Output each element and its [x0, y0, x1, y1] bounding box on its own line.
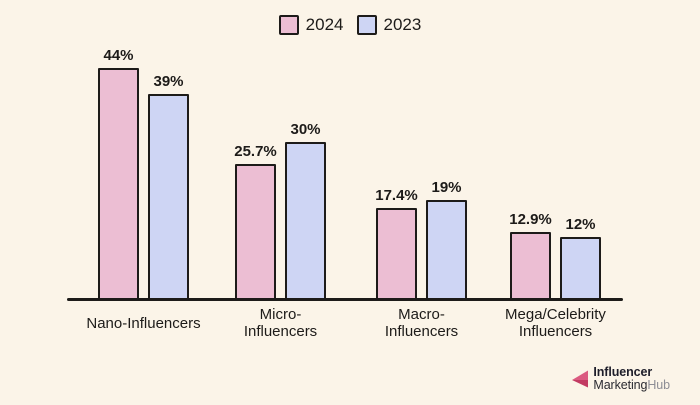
- legend-swatch-2024: [278, 15, 299, 35]
- value-label-2024-macro-influencers: 17.4%: [375, 187, 418, 204]
- value-label-2024-mega-celebrity-influencers: 12.9%: [509, 211, 552, 228]
- bar-2023-micro-influencers: [285, 142, 326, 300]
- brand-logo-text: Influencer MarketingHub: [593, 366, 670, 392]
- legend-label-2023: 2023: [383, 15, 422, 34]
- brand-logo-icon: [572, 370, 589, 387]
- legend: 2024 2023: [0, 15, 700, 35]
- value-label-2023-nano-influencers: 39%: [153, 73, 184, 90]
- category-label-micro-influencers: Micro- Influencers: [243, 306, 318, 340]
- legend-swatch-2023: [356, 15, 377, 35]
- bar-2023-mega-celebrity-influencers: [560, 237, 601, 300]
- legend-item-2023: 2023: [356, 15, 422, 35]
- value-label-2024-nano-influencers: 44%: [103, 47, 134, 64]
- bar-2024-nano-influencers: [98, 68, 139, 300]
- value-label-2023-mega-celebrity-influencers: 12%: [565, 216, 596, 233]
- category-label-nano-influencers: Nano-Influencers: [86, 314, 201, 332]
- legend-item-2024: 2024: [278, 15, 344, 35]
- value-label-2024-micro-influencers: 25.7%: [234, 143, 277, 160]
- bar-2023-nano-influencers: [148, 94, 189, 300]
- value-label-2023-macro-influencers: 19%: [431, 179, 462, 196]
- brand-logo: Influencer MarketingHub: [571, 366, 670, 392]
- brand-logo-line2: MarketingHub: [593, 379, 670, 392]
- brand-logo-line1: Influencer: [593, 365, 653, 379]
- category-label-mega-celebrity-influencers: Mega/Celebrity Influencers: [505, 306, 606, 340]
- bar-2024-micro-influencers: [235, 164, 276, 300]
- x-axis-line: [67, 298, 623, 301]
- bar-2023-macro-influencers: [426, 200, 467, 300]
- brand-logo-hub: Hub: [647, 378, 670, 392]
- legend-label-2024: 2024: [305, 15, 344, 34]
- category-label-macro-influencers: Macro- Influencers: [384, 306, 459, 340]
- brand-logo-marketing: Marketing: [593, 378, 648, 392]
- value-label-2023-micro-influencers: 30%: [290, 121, 321, 138]
- bar-2024-mega-celebrity-influencers: [510, 232, 551, 300]
- bar-2024-macro-influencers: [376, 208, 417, 300]
